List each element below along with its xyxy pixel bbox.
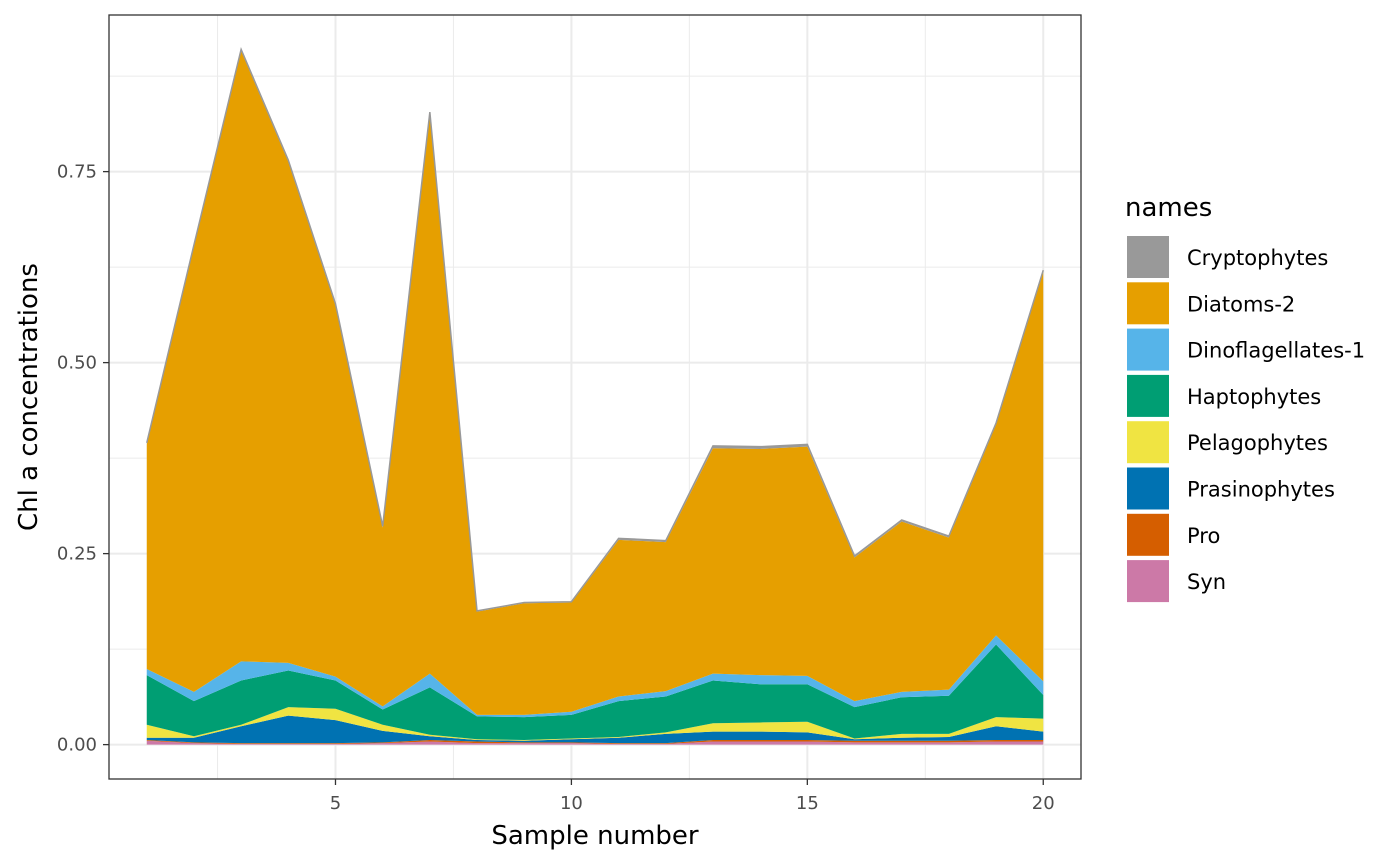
legend-label-pro: Pro <box>1187 524 1220 548</box>
area-top-outline <box>146 47 1044 612</box>
legend-label-prasinophytes: Prasinophytes <box>1187 478 1335 502</box>
legend-key-dinoflagellates-1 <box>1127 328 1169 371</box>
legend-label-pelagophytes: Pelagophytes <box>1187 431 1328 455</box>
y-tick-label: 0.50 <box>57 353 97 374</box>
area-haptophytes <box>146 644 1044 741</box>
area-syn <box>146 740 1044 745</box>
y-tick-label: 0.25 <box>57 544 97 565</box>
x-tick-label: 15 <box>796 793 819 814</box>
legend-key-pelagophytes <box>1127 421 1169 464</box>
legend-label-diatoms-2: Diatoms-2 <box>1187 292 1295 316</box>
legend-key-syn <box>1127 560 1169 603</box>
x-tick-label: 10 <box>560 793 583 814</box>
legend-label-syn: Syn <box>1187 570 1226 594</box>
legend-title: names <box>1125 193 1212 223</box>
x-axis-ticks: 5 10 15 20 <box>330 779 1055 814</box>
area-series <box>146 47 1044 745</box>
legend-key-haptophytes <box>1127 374 1169 417</box>
legend: names Cryptophytes Diatoms-2 Dinoflagellat… <box>1125 193 1365 603</box>
legend-label-cryptophytes: Cryptophytes <box>1187 246 1328 270</box>
plot-border <box>108 14 1082 780</box>
x-tick-label: 20 <box>1032 793 1055 814</box>
area-dinoflagellates-1 <box>146 635 1044 718</box>
x-tick-label: 5 <box>330 793 341 814</box>
y-tick-label: 0.00 <box>57 735 97 756</box>
legend-label-dinoflagellates-1: Dinoflagellates-1 <box>1187 339 1365 363</box>
y-axis-title: Chl a concentrations <box>14 263 44 531</box>
area-pelagophytes <box>146 707 1044 741</box>
area-pro <box>146 740 1044 744</box>
area-diatoms-2 <box>146 50 1044 715</box>
x-axis-title: Sample number <box>491 821 699 851</box>
legend-key-cryptophytes <box>1127 236 1169 278</box>
legend-key-diatoms-2 <box>1127 282 1169 325</box>
legend-key-pro <box>1127 513 1169 556</box>
area-prasinophytes <box>146 715 1044 744</box>
legend-label-haptophytes: Haptophytes <box>1187 385 1321 409</box>
y-axis-ticks: 0.00 0.25 0.50 0.75 <box>57 162 109 756</box>
y-tick-label: 0.75 <box>57 162 97 183</box>
legend-key-prasinophytes <box>1127 467 1169 510</box>
